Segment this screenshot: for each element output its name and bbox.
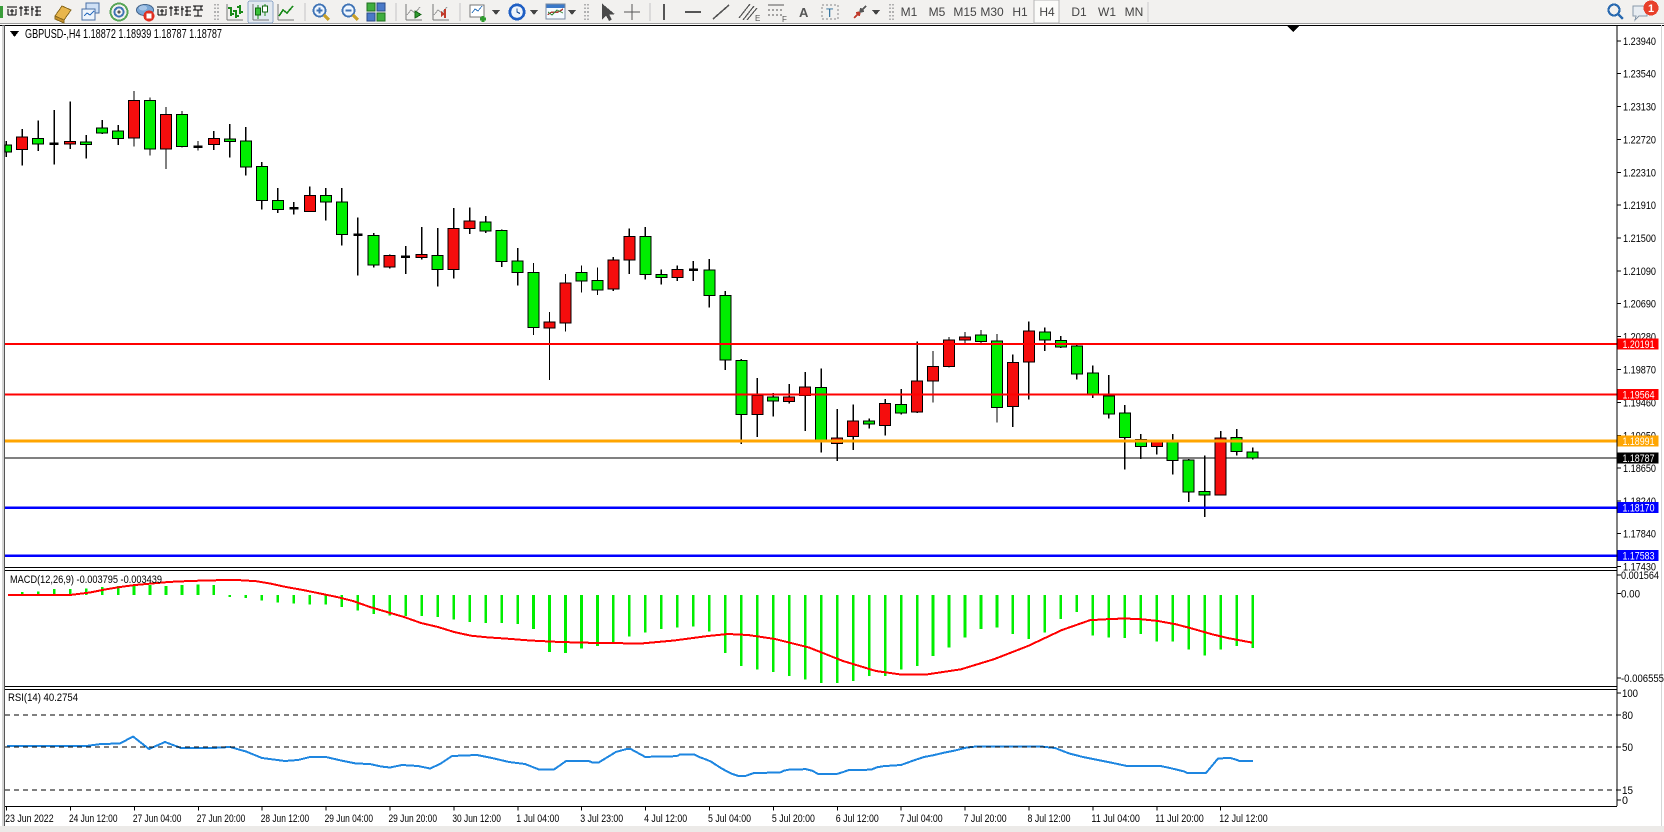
- svg-text:MN: MN: [1125, 5, 1144, 19]
- svg-text:5 Jul 20:00: 5 Jul 20:00: [772, 813, 815, 825]
- svg-text:7 Jul 04:00: 7 Jul 04:00: [900, 813, 943, 825]
- svg-text:H1: H1: [1012, 5, 1028, 19]
- svg-text:0: 0: [1622, 795, 1628, 807]
- svg-text:T: T: [826, 6, 834, 20]
- svg-text:23 Jun 2022: 23 Jun 2022: [5, 813, 54, 825]
- svg-text:5 Jul 04:00: 5 Jul 04:00: [708, 813, 751, 825]
- svg-text:11 Jul 04:00: 11 Jul 04:00: [1091, 813, 1140, 825]
- svg-text:1.17583: 1.17583: [1623, 551, 1655, 563]
- svg-text:1.17840: 1.17840: [1623, 528, 1656, 540]
- svg-text:RSI(14) 40.2754: RSI(14) 40.2754: [8, 692, 78, 704]
- svg-text:MACD(12,26,9) -0.003795 -0.003: MACD(12,26,9) -0.003795 -0.003439: [10, 574, 162, 586]
- svg-text:1.18991: 1.18991: [1623, 436, 1655, 448]
- svg-text:1.21910: 1.21910: [1623, 200, 1656, 212]
- svg-text:7 Jul 20:00: 7 Jul 20:00: [964, 813, 1007, 825]
- svg-text:1.23940: 1.23940: [1623, 36, 1656, 48]
- svg-text:M30: M30: [980, 5, 1004, 19]
- svg-text:1: 1: [1648, 3, 1654, 15]
- svg-text:E: E: [755, 14, 760, 23]
- svg-text:27 Jun 04:00: 27 Jun 04:00: [133, 813, 182, 825]
- svg-text:1.18170: 1.18170: [1623, 503, 1655, 515]
- svg-text:1 Jul 04:00: 1 Jul 04:00: [516, 813, 559, 825]
- svg-text:1.21090: 1.21090: [1623, 266, 1656, 278]
- svg-text:1.23130: 1.23130: [1623, 101, 1656, 113]
- svg-text:F: F: [782, 15, 787, 24]
- svg-text:11 Jul 20:00: 11 Jul 20:00: [1155, 813, 1204, 825]
- svg-text:15: 15: [1622, 785, 1633, 797]
- svg-text:4 Jul 12:00: 4 Jul 12:00: [644, 813, 687, 825]
- svg-text:29 Jun 04:00: 29 Jun 04:00: [325, 813, 374, 825]
- svg-text:50: 50: [1622, 742, 1633, 754]
- svg-text:1.21500: 1.21500: [1623, 233, 1656, 245]
- svg-text:GBPUSD-,H4 1.18872 1.18939 1.: GBPUSD-,H4 1.18872 1.18939 1.18787 1.187…: [25, 27, 222, 41]
- svg-text:0.00: 0.00: [1621, 589, 1640, 601]
- svg-text:1.22720: 1.22720: [1623, 135, 1656, 147]
- svg-text:H4: H4: [1039, 5, 1055, 19]
- svg-text:30 Jun 12:00: 30 Jun 12:00: [452, 813, 501, 825]
- svg-text:28 Jun 12:00: 28 Jun 12:00: [261, 813, 310, 825]
- svg-text:-0.006555: -0.006555: [1621, 673, 1664, 685]
- svg-text:80: 80: [1622, 710, 1633, 722]
- svg-text:1.19870: 1.19870: [1623, 365, 1656, 377]
- svg-text:6 Jul 12:00: 6 Jul 12:00: [836, 813, 879, 825]
- svg-text:M15: M15: [953, 5, 977, 19]
- svg-text:24 Jun 12:00: 24 Jun 12:00: [69, 813, 118, 825]
- svg-text:M1: M1: [901, 5, 918, 19]
- svg-text:1.18787: 1.18787: [1623, 453, 1655, 465]
- svg-text:M5: M5: [929, 5, 946, 19]
- svg-text:W1: W1: [1098, 5, 1116, 19]
- svg-text:12 Jul 12:00: 12 Jul 12:00: [1219, 813, 1268, 825]
- svg-text:0.001564: 0.001564: [1621, 570, 1659, 582]
- svg-text:1.20191: 1.20191: [1623, 339, 1655, 351]
- svg-text:1.20690: 1.20690: [1623, 298, 1656, 310]
- svg-text:27 Jun 20:00: 27 Jun 20:00: [197, 813, 246, 825]
- svg-text:D1: D1: [1071, 5, 1087, 19]
- svg-text:1.23540: 1.23540: [1623, 68, 1656, 80]
- svg-text:1.18650: 1.18650: [1623, 463, 1656, 475]
- svg-text:29 Jun 20:00: 29 Jun 20:00: [389, 813, 438, 825]
- svg-text:3 Jul 23:00: 3 Jul 23:00: [580, 813, 623, 825]
- svg-text:100: 100: [1622, 688, 1638, 700]
- svg-text:A: A: [799, 5, 809, 20]
- svg-text:1.19460: 1.19460: [1623, 398, 1656, 410]
- svg-text:1.17430: 1.17430: [1623, 562, 1656, 574]
- svg-text:1.22310: 1.22310: [1623, 168, 1656, 180]
- svg-text:1.19564: 1.19564: [1623, 390, 1655, 402]
- svg-text:8 Jul 12:00: 8 Jul 12:00: [1028, 813, 1071, 825]
